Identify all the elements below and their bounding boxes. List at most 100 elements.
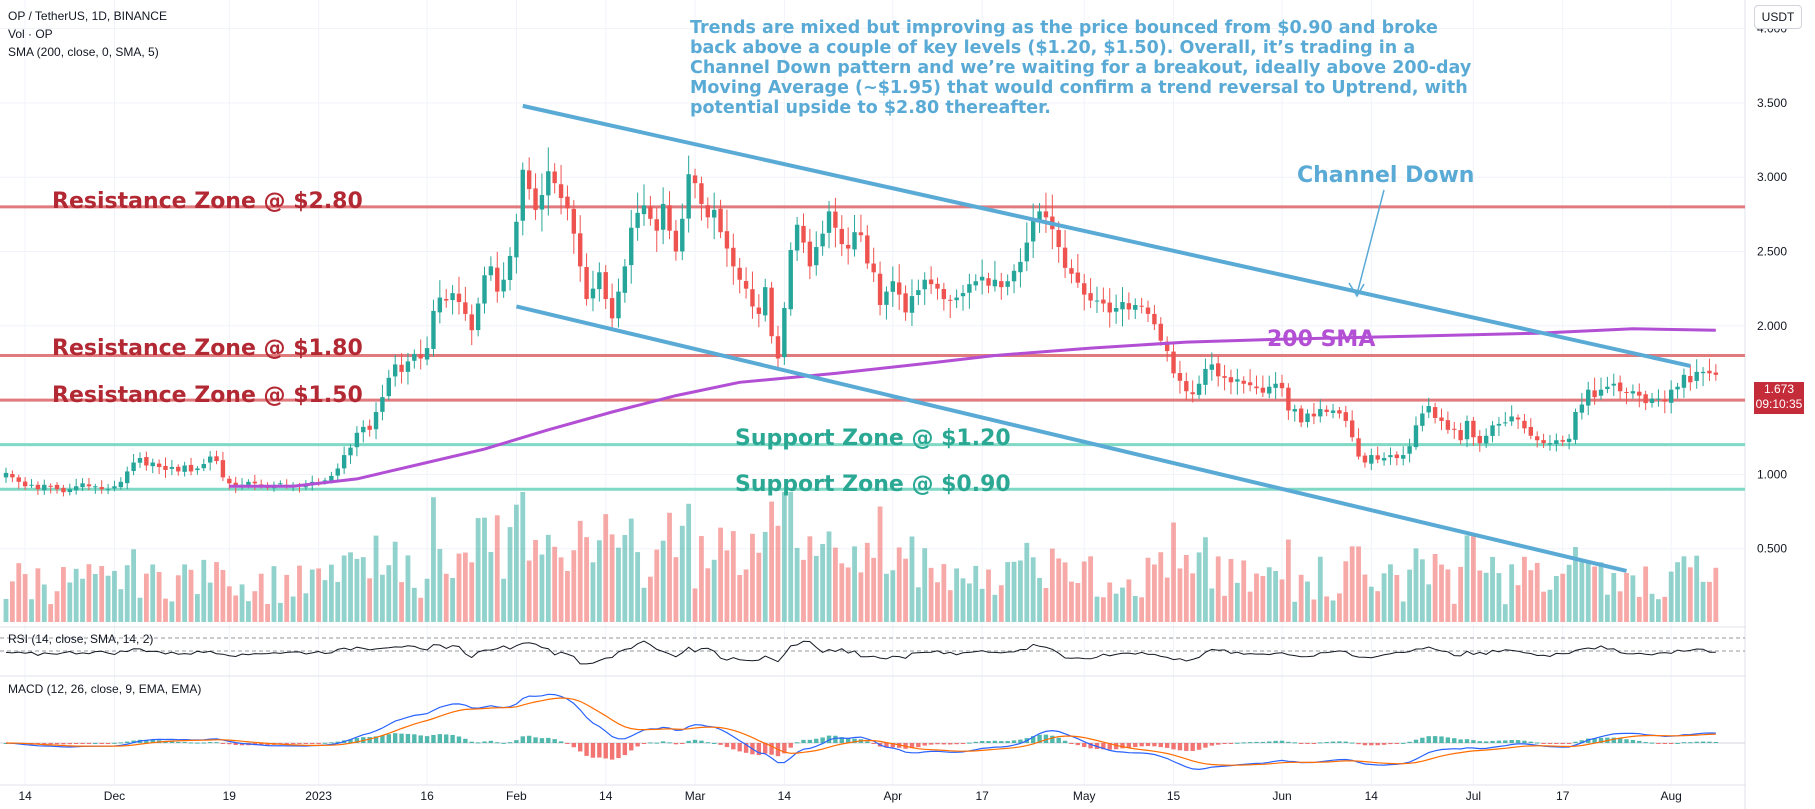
volume-bar xyxy=(1196,552,1202,622)
macd-histogram-bar xyxy=(992,740,998,743)
x-tick-label: Aug xyxy=(1661,789,1682,803)
macd-histogram-bar xyxy=(1668,743,1674,744)
candle-body xyxy=(718,208,723,233)
candle-body xyxy=(1649,398,1655,403)
candle-body xyxy=(1375,455,1380,460)
macd-histogram-bar xyxy=(1005,741,1010,743)
candle-body xyxy=(1624,392,1629,394)
candlesticks xyxy=(3,147,1719,497)
volume-bar xyxy=(475,518,481,622)
label-resistance-180: Resistance Zone @ $1.80 xyxy=(52,336,363,361)
volume-bar xyxy=(1043,587,1049,622)
volume-bar xyxy=(794,547,800,622)
candle-body xyxy=(1069,268,1074,274)
volume-bar xyxy=(654,549,660,622)
macd-histogram-bar xyxy=(986,741,991,743)
candle-body xyxy=(361,426,366,433)
macd-histogram-bar xyxy=(1522,740,1527,743)
macd-histogram-bar xyxy=(105,743,111,744)
volume-bar xyxy=(137,597,143,622)
candle-body xyxy=(1681,374,1687,388)
candle-body xyxy=(252,481,258,484)
candle-body xyxy=(1037,211,1042,222)
y-tick-label: 3.500 xyxy=(1757,96,1787,110)
volume-bar xyxy=(226,586,232,622)
candle-body xyxy=(1598,389,1604,396)
x-tick-label: 17 xyxy=(975,789,989,803)
macd-histogram-bar xyxy=(1069,743,1074,744)
x-tick-label: May xyxy=(1073,789,1096,803)
last-price-tag: 1.673 09:10:35 xyxy=(1754,382,1804,414)
macd-histogram-bar xyxy=(1586,738,1591,743)
macd-histogram-bar xyxy=(673,743,679,745)
volume-bar xyxy=(41,584,47,622)
volume-bar xyxy=(1081,561,1087,622)
volume-bar xyxy=(928,567,934,622)
candle-body xyxy=(992,279,998,287)
macd-histogram-bar xyxy=(450,734,455,743)
volume-bar xyxy=(1700,581,1706,622)
candle-body xyxy=(22,481,28,487)
macd-histogram-bar xyxy=(731,743,736,750)
volume-bar xyxy=(335,581,341,622)
candle-body xyxy=(1011,270,1017,282)
candle-body xyxy=(839,228,844,245)
volume-bar xyxy=(1126,579,1132,622)
volume-bar xyxy=(1509,564,1515,622)
candle-body xyxy=(1688,375,1693,383)
macd-histogram-bar xyxy=(1637,740,1642,743)
volume-bar xyxy=(1432,553,1438,622)
currency-button[interactable]: USDT xyxy=(1754,5,1802,29)
macd-histogram-bar xyxy=(1120,743,1125,749)
x-tick-label: Dec xyxy=(104,789,125,803)
volume-bar xyxy=(909,536,915,622)
volume-bar xyxy=(290,596,296,622)
volume-bar xyxy=(514,504,519,622)
candle-body xyxy=(1228,377,1234,383)
candle-body xyxy=(405,361,411,372)
macd-histogram-bar xyxy=(1643,742,1648,744)
time-axis[interactable]: 14 Dec 19 2023 16 Feb 14 Mar 14 Apr 17 May 15 Jun 14 Ju… xyxy=(18,789,1681,803)
volume-bar xyxy=(1075,583,1081,622)
candle-body xyxy=(335,468,340,476)
candle-body xyxy=(865,235,870,264)
volume-bar xyxy=(756,552,762,622)
volume-bar xyxy=(1100,597,1106,622)
volume-bar xyxy=(992,594,998,622)
volume-bar xyxy=(711,559,717,622)
volume-bar xyxy=(380,574,385,622)
macd-histogram-bar xyxy=(807,739,813,743)
macd-histogram-bar xyxy=(399,733,404,743)
volume-bar xyxy=(635,552,641,622)
macd-histogram-bar xyxy=(220,743,226,744)
candle-body xyxy=(967,284,972,293)
macd-histogram-bar xyxy=(1235,742,1240,744)
volume-bar xyxy=(246,601,251,622)
x-tick-label: 16 xyxy=(420,789,434,803)
volume-bar xyxy=(520,492,526,622)
volume-bar xyxy=(1285,539,1291,622)
macd-histogram-bar xyxy=(214,742,219,744)
volume-bar xyxy=(303,593,309,622)
volume-bar xyxy=(105,575,111,622)
candle-body xyxy=(3,472,9,478)
macd-histogram-bar xyxy=(794,742,800,744)
candle-body xyxy=(1579,404,1585,413)
macd-histogram-bar xyxy=(692,739,698,743)
volume-bar xyxy=(1604,594,1610,622)
volume-bar xyxy=(1349,546,1355,622)
volume-bar xyxy=(1145,557,1151,622)
sma-200-line xyxy=(229,327,1716,488)
volume-bar xyxy=(1292,601,1298,622)
volume-bar xyxy=(1024,542,1030,622)
candle-body xyxy=(584,267,589,300)
macd-histogram-bar xyxy=(667,742,672,744)
volume-bar xyxy=(80,578,85,622)
candle-body xyxy=(1362,455,1368,463)
macd-histogram-bar xyxy=(322,742,328,744)
channel-arrow-head xyxy=(1348,282,1365,298)
volume-bar xyxy=(341,555,347,622)
macd-histogram-bar xyxy=(1113,743,1119,750)
